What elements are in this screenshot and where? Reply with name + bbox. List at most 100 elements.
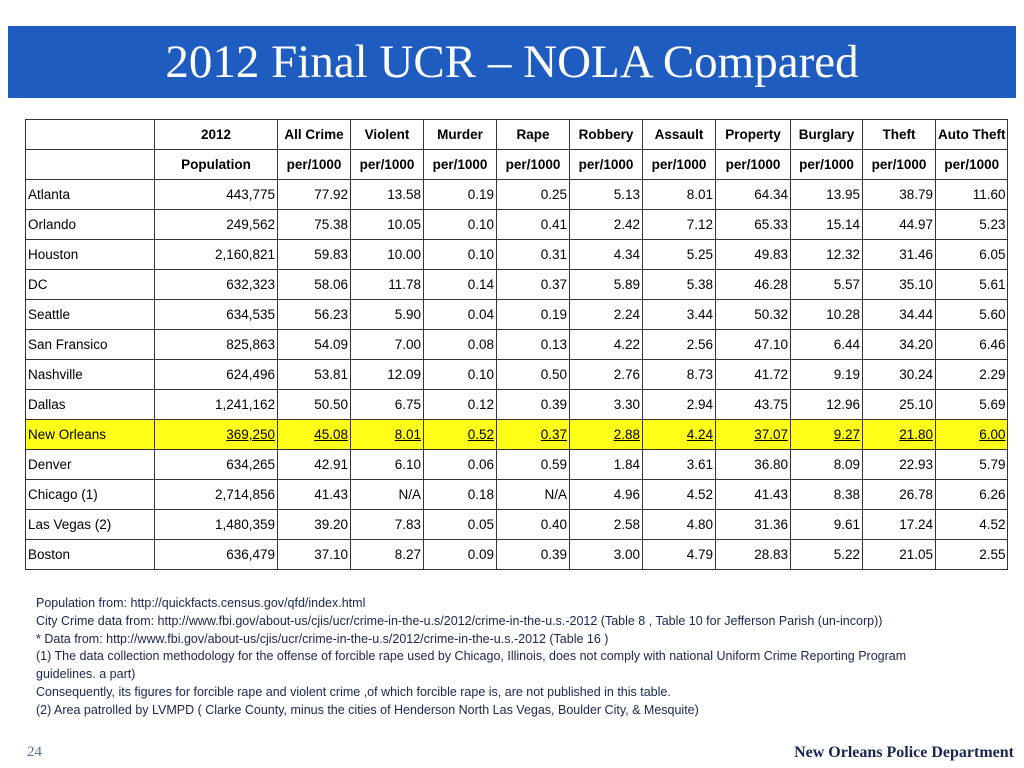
note-line: (2) Area patrolled by LVMPD ( Clarke Cou… (36, 702, 699, 717)
city-name: Nashville (25, 359, 155, 390)
table-cell: 2.94 (642, 389, 716, 420)
table-cell: 3.00 (569, 539, 643, 570)
table-cell: 11.60 (934, 179, 1009, 210)
table-cell: 58.06 (277, 269, 351, 300)
column-header: per/1000 (790, 149, 863, 180)
column-header: Theft (862, 119, 936, 150)
table-row: Dallas 1,241,162 50.50 6.75 0.12 0.39 3.30 2.94… (25, 389, 1009, 420)
column-header: Property (715, 119, 791, 150)
table-cell: 0.08 (423, 329, 497, 360)
table-cell: 5.25 (642, 239, 716, 270)
table-cell: 0.13 (496, 329, 570, 360)
table-cell: 7.83 (350, 509, 424, 540)
table-cell: 0.52 (423, 419, 497, 450)
column-header: Auto Theft (934, 119, 1009, 150)
table-cell: 0.09 (423, 539, 497, 570)
table-cell: 3.30 (569, 389, 643, 420)
column-header: per/1000 (642, 149, 716, 180)
table-cell: 249,562 (154, 209, 278, 240)
table-cell: 41.72 (715, 359, 791, 390)
table-cell: 825,863 (154, 329, 278, 360)
table-cell: 1,480,359 (154, 509, 278, 540)
city-name: Las Vegas (2) (25, 509, 155, 540)
note-line: (1) The data collection methodology for … (36, 649, 907, 664)
table-cell: 4.22 (569, 329, 643, 360)
table-cell: 77.92 (277, 179, 351, 210)
table-cell: 22.93 (862, 449, 936, 480)
column-header: per/1000 (715, 149, 791, 180)
table-cell: 2.56 (642, 329, 716, 360)
table-cell: 21.80 (862, 419, 936, 450)
table-cell: 634,535 (154, 299, 278, 330)
table-cell: 624,496 (154, 359, 278, 390)
city-name: Boston (25, 539, 155, 570)
note-line: * Data from: http://www.fbi.gov/about-us… (36, 631, 609, 646)
table-cell: 59.83 (277, 239, 351, 270)
table-cell: 4.24 (642, 419, 716, 450)
column-header: Population (154, 149, 278, 180)
table-cell: 54.09 (277, 329, 351, 360)
table-cell: 28.83 (715, 539, 791, 570)
table-row-highlighted: New Orleans 369,250 45.08 8.01 0.52 0.37 2.88 4… (25, 419, 1009, 450)
table-row: Chicago (1) 2,714,856 41.43 N/A 0.18 N/A 4.96 4… (25, 479, 1009, 510)
table-cell: 36.80 (715, 449, 791, 480)
table-cell: 35.10 (862, 269, 936, 300)
table-cell: 15.14 (790, 209, 863, 240)
table-cell: 3.61 (642, 449, 716, 480)
table-cell: 0.59 (496, 449, 570, 480)
column-header: Burglary (790, 119, 863, 150)
table-cell: 6.46 (934, 329, 1009, 360)
column-header: per/1000 (862, 149, 936, 180)
table-cell: 9.27 (790, 419, 863, 450)
table-cell: 0.19 (423, 179, 497, 210)
table-cell: 2.58 (569, 509, 643, 540)
city-name: Orlando (25, 209, 155, 240)
table-cell: 4.79 (642, 539, 716, 570)
table-cell: 13.58 (350, 179, 424, 210)
table-cell: 5.22 (790, 539, 863, 570)
table-cell: 6.00 (934, 419, 1009, 450)
table-cell: 0.37 (496, 419, 570, 450)
table-cell: 21.05 (862, 539, 936, 570)
table-cell: 0.10 (423, 239, 497, 270)
table-row: Orlando 249,562 75.38 10.05 0.10 0.41 2.42 7.12… (25, 209, 1009, 240)
column-header: All Crime (277, 119, 351, 150)
city-name: Dallas (25, 389, 155, 420)
header-row-labels: 2012 All Crime Violent Murder Rape Robbery Ass… (25, 119, 1009, 150)
table-cell: 8.38 (790, 479, 863, 510)
table-cell: 0.25 (496, 179, 570, 210)
table-cell: 4.52 (934, 509, 1009, 540)
table-row: Houston 2,160,821 59.83 10.00 0.10 0.31 4.34 5.… (25, 239, 1009, 270)
column-header: per/1000 (934, 149, 1009, 180)
column-header: 2012 (154, 119, 278, 150)
column-header: Rape (496, 119, 570, 150)
table-cell: 38.79 (862, 179, 936, 210)
column-header (25, 119, 155, 150)
city-name: Atlanta (25, 179, 155, 210)
table-cell: 10.28 (790, 299, 863, 330)
table-cell: 49.83 (715, 239, 791, 270)
table-cell: 0.37 (496, 269, 570, 300)
table-cell: 7.12 (642, 209, 716, 240)
note-line: Consequently, its figures for forcible r… (36, 684, 671, 699)
note-line: guidelines. a part) (36, 667, 136, 682)
table-cell: 8.09 (790, 449, 863, 480)
table-cell: 4.34 (569, 239, 643, 270)
table-cell: 0.18 (423, 479, 497, 510)
table-cell: 5.13 (569, 179, 643, 210)
table-cell: 5.61 (934, 269, 1009, 300)
table-row: Las Vegas (2) 1,480,359 39.20 7.83 0.05 0.40 2… (25, 509, 1009, 540)
city-name: DC (25, 269, 155, 300)
table-cell: 7.00 (350, 329, 424, 360)
table-cell: 634,265 (154, 449, 278, 480)
table-cell: 2.24 (569, 299, 643, 330)
table-cell: 0.12 (423, 389, 497, 420)
table-cell: 0.39 (496, 539, 570, 570)
page-number: 24 (27, 744, 42, 760)
table-cell: 41.43 (277, 479, 351, 510)
table-cell: 8.01 (350, 419, 424, 450)
table-row: DC 632,323 58.06 11.78 0.14 0.37 5.89 5.38 46.28… (25, 269, 1009, 300)
table-cell: 13.95 (790, 179, 863, 210)
table-cell: 45.08 (277, 419, 351, 450)
header-row-units: Population per/1000 per/1000 per/1000 per/10… (25, 149, 1009, 180)
